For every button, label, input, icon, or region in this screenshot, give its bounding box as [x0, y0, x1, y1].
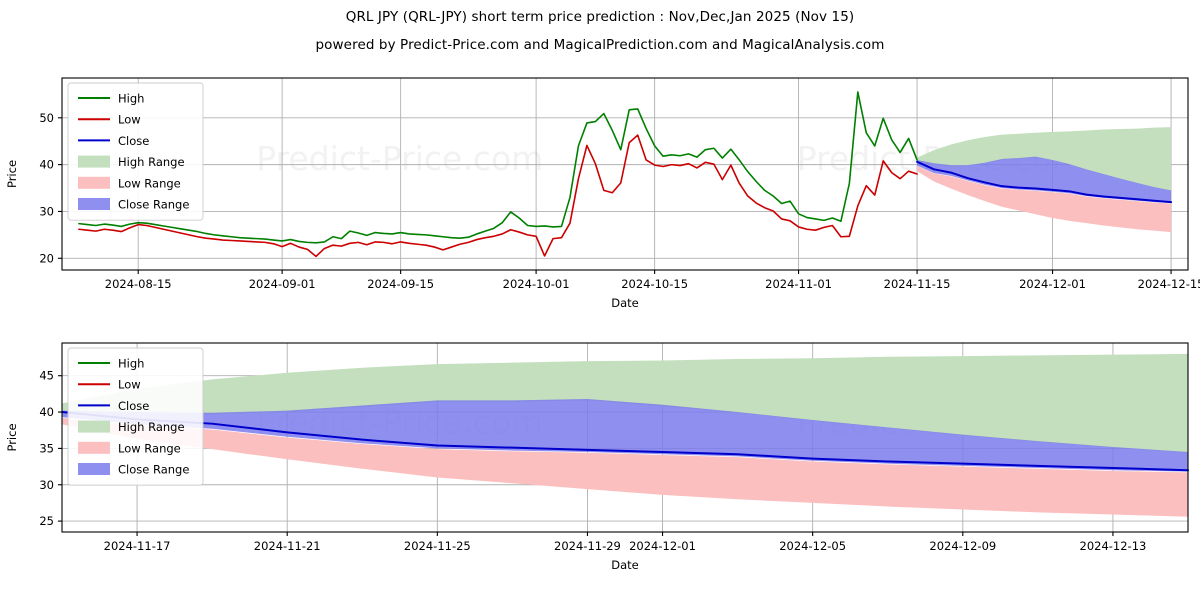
x-tick-label: 2024-09-01 — [249, 277, 316, 291]
legend-label: Close — [118, 399, 149, 413]
page-title: QRL JPY (QRL-JPY) short term price predi… — [345, 9, 855, 25]
legend-label: High Range — [118, 155, 185, 169]
legend-band-swatch — [78, 441, 110, 454]
legend-band-swatch — [78, 176, 110, 189]
high-series-line — [78, 91, 918, 244]
legend-label: Close Range — [118, 198, 189, 212]
y-tick-label: 50 — [39, 111, 54, 125]
y-tick-label: 30 — [39, 478, 54, 492]
legend-label: High Range — [118, 420, 185, 434]
legend-label: Close Range — [118, 463, 189, 477]
y-axis-title: Price — [5, 160, 19, 188]
x-tick-label: 2024-11-15 — [884, 277, 951, 291]
x-tick-label: 2024-11-01 — [765, 277, 832, 291]
watermark: Predict-Price.com — [256, 139, 543, 178]
legend-label: Close — [118, 134, 149, 148]
close-series-line — [916, 160, 1173, 204]
legend-band-swatch — [78, 420, 110, 433]
close-range-band — [917, 156, 1172, 204]
title-block: QRL JPY (QRL-JPY) short term price predi… — [0, 0, 1200, 53]
close-series-line — [61, 411, 1189, 472]
low-series-line — [78, 134, 918, 258]
close-range-band — [62, 398, 1188, 472]
legend-label: High — [118, 357, 144, 371]
y-tick-label: 25 — [39, 514, 54, 528]
legend-band-swatch — [78, 463, 110, 475]
x-tick-label: 2024-10-15 — [621, 277, 688, 291]
legend-label: High — [118, 92, 144, 106]
x-tick-label: 2024-12-05 — [779, 539, 846, 553]
x-tick-label: 2024-11-21 — [254, 539, 321, 553]
x-axis-title: Date — [611, 296, 639, 310]
legend-band-swatch — [78, 198, 110, 210]
top-chart: Predict-Price.comPredict-Price.com203040… — [5, 77, 1200, 310]
plot-frame — [61, 77, 1189, 271]
x-tick-label: 2024-09-15 — [367, 277, 434, 291]
plot-frame — [61, 342, 1189, 533]
legend-label: Low Range — [118, 441, 181, 455]
y-tick-label: 35 — [39, 441, 54, 455]
legend-band-swatch — [78, 155, 110, 168]
x-tick-label: 2024-12-13 — [1080, 539, 1147, 553]
x-tick-label: 2024-11-25 — [404, 539, 471, 553]
x-tick-label: 2024-12-01 — [629, 539, 696, 553]
x-tick-label: 2024-12-09 — [929, 539, 996, 553]
x-tick-label: 2024-11-29 — [554, 539, 621, 553]
x-tick-label: 2024-11-17 — [104, 539, 171, 553]
x-tick-label: 2024-10-01 — [503, 277, 570, 291]
x-tick-label: 2024-12-15 — [1138, 277, 1200, 291]
legend-label: Low Range — [118, 176, 181, 190]
low-range-band — [917, 166, 1172, 233]
bottom-chart: Predict-Price.comPredict-Price.com253035… — [5, 342, 1189, 572]
y-axis-title: Price — [5, 423, 19, 451]
page-subtitle: powered by Predict-Price.com and Magical… — [315, 37, 885, 53]
legend-label: Low — [118, 378, 141, 392]
x-tick-label: 2024-12-01 — [1019, 277, 1086, 291]
y-tick-label: 30 — [39, 204, 54, 218]
legend-label: Low — [118, 113, 141, 127]
y-tick-label: 20 — [39, 251, 54, 265]
low-range-band — [62, 417, 1188, 517]
y-tick-label: 45 — [39, 369, 54, 383]
y-tick-label: 40 — [39, 405, 54, 419]
y-tick-label: 40 — [39, 158, 54, 172]
x-tick-label: 2024-08-15 — [105, 277, 172, 291]
x-axis-title: Date — [611, 558, 639, 572]
